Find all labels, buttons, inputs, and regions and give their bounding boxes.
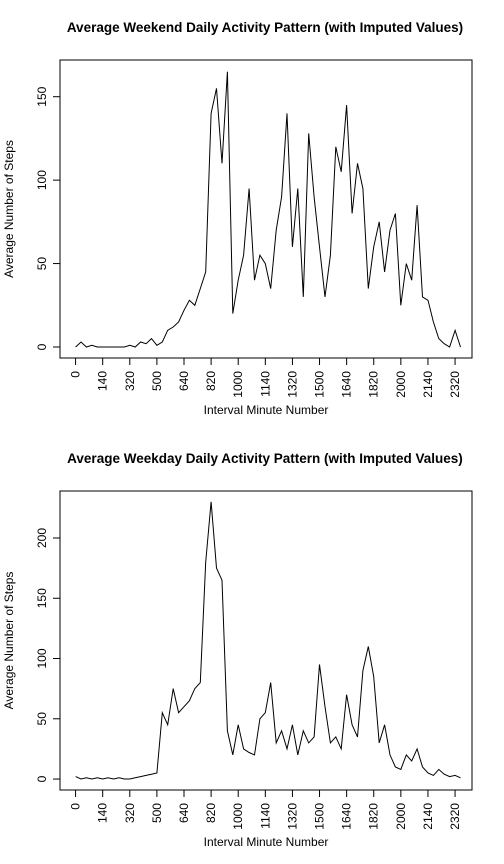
- y-tick-label: 50: [35, 257, 49, 271]
- plot-box: [59, 59, 473, 359]
- y-tick-label: 150: [35, 86, 49, 106]
- x-axis-title: Interval Minute Number: [204, 835, 329, 849]
- y-tick-label: 200: [35, 528, 49, 548]
- x-tick-label: 640: [177, 803, 191, 823]
- x-tick-label: 140: [96, 803, 110, 823]
- y-axis-title: Average Number of Steps: [2, 572, 16, 710]
- x-tick-label: 2140: [421, 803, 435, 830]
- x-tick-label: 820: [204, 803, 218, 823]
- x-tick-label: 1500: [313, 371, 327, 398]
- x-tick-label: 0: [69, 371, 83, 378]
- x-tick-label: 1000: [231, 803, 245, 830]
- y-axis-title: Average Number of Steps: [2, 140, 16, 278]
- x-tick-label: 1820: [367, 371, 381, 398]
- x-tick-label: 500: [150, 371, 164, 391]
- chart-title: Average Weekday Daily Activity Pattern (…: [67, 451, 463, 466]
- x-tick-label: 1820: [367, 803, 381, 830]
- x-tick-label: 320: [123, 803, 137, 823]
- x-tick-label: 640: [177, 371, 191, 391]
- x-tick-label: 1640: [340, 803, 354, 830]
- line-series: [75, 501, 461, 780]
- chart: Average Weekday Daily Activity Pattern (…: [2, 451, 473, 849]
- x-tick-label: 140: [96, 371, 110, 391]
- y-tick-label: 0: [35, 343, 49, 350]
- x-tick-label: 1140: [258, 371, 272, 397]
- y-tick-label: 0: [35, 775, 49, 782]
- plot-box: [59, 490, 473, 791]
- x-tick-label: 0: [69, 803, 83, 810]
- x-tick-label: 320: [123, 371, 137, 391]
- x-tick-label: 1000: [231, 371, 245, 398]
- x-tick-label: 2000: [394, 803, 408, 830]
- x-tick-label: 1140: [258, 803, 272, 829]
- chart-title: Average Weekend Daily Activity Pattern (…: [67, 20, 463, 35]
- x-tick-label: 1500: [313, 803, 327, 830]
- x-tick-label: 2320: [448, 371, 462, 398]
- x-tick-label: 820: [204, 371, 218, 391]
- x-tick-label: 1320: [285, 371, 299, 398]
- y-tick-label: 150: [35, 588, 49, 608]
- x-tick-label: 1640: [340, 371, 354, 398]
- y-tick-label: 50: [35, 712, 49, 726]
- chart: Average Weekend Daily Activity Pattern (…: [2, 20, 473, 417]
- x-tick-label: 2140: [421, 371, 435, 398]
- y-tick-label: 100: [35, 170, 49, 190]
- x-tick-label: 2000: [394, 371, 408, 398]
- x-axis-title: Interval Minute Number: [204, 403, 329, 417]
- y-tick-label: 100: [35, 648, 49, 668]
- x-tick-label: 2320: [448, 803, 462, 830]
- line-series: [75, 71, 461, 348]
- x-tick-label: 1320: [285, 803, 299, 830]
- x-tick-label: 500: [150, 803, 164, 823]
